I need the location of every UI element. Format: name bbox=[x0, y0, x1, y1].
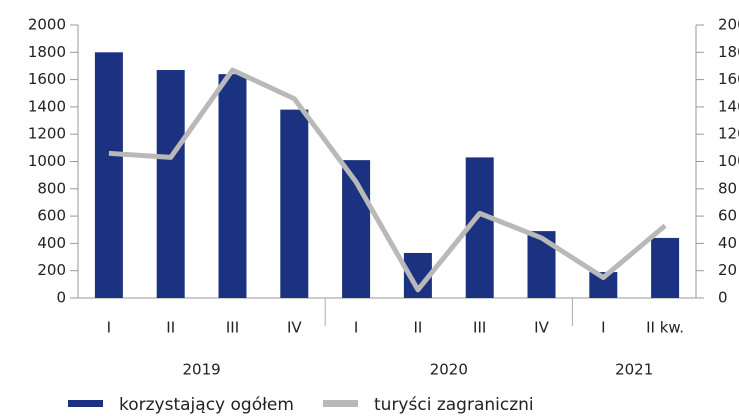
x-tick-label: II kw. bbox=[646, 319, 684, 337]
x-tick-label: III bbox=[226, 319, 239, 337]
legend-swatch bbox=[323, 400, 358, 407]
bar bbox=[280, 109, 309, 298]
y-tick-label: 1400 bbox=[28, 97, 66, 115]
y-tick-label: 2000 bbox=[28, 16, 66, 34]
y-tick-label: 1000 bbox=[28, 152, 66, 170]
y-tick-label: 1600 bbox=[28, 70, 66, 88]
y-tick-label: 200 bbox=[37, 261, 66, 279]
x-tick-label: I bbox=[354, 319, 358, 337]
y2-tick-label: 0 bbox=[718, 289, 728, 307]
y-tick-label: 400 bbox=[37, 234, 66, 252]
y-tick-label: 1800 bbox=[28, 43, 66, 61]
x-tick-label: I bbox=[107, 319, 111, 337]
group-label: 2020 bbox=[430, 361, 468, 379]
x-tick-label: IV bbox=[534, 319, 549, 337]
bar bbox=[218, 74, 247, 298]
y2-tick-label: 40 bbox=[718, 234, 737, 252]
x-tick-label: I bbox=[601, 319, 605, 337]
y2-tick-label: 180 bbox=[718, 43, 739, 61]
group-label: 2019 bbox=[183, 361, 221, 379]
bar bbox=[651, 237, 680, 298]
y-tick-label: 800 bbox=[37, 179, 66, 197]
x-tick-label: III bbox=[473, 319, 486, 337]
line bbox=[108, 67, 667, 293]
y-tick-label: 0 bbox=[56, 289, 66, 307]
y2-tick-label: 20 bbox=[718, 261, 737, 279]
group-label: 2021 bbox=[615, 361, 653, 379]
bar bbox=[156, 70, 185, 298]
legend-label: korzystający ogółem bbox=[119, 395, 294, 415]
legend-label: turyści zagraniczni bbox=[374, 395, 534, 415]
y2-tick-label: 80 bbox=[718, 179, 737, 197]
y2-tick-label: 140 bbox=[718, 97, 739, 115]
y2-tick-label: 100 bbox=[718, 152, 739, 170]
y2-tick-label: 200 bbox=[718, 16, 739, 34]
y2-tick-label: 160 bbox=[718, 70, 739, 88]
x-tick-label: IV bbox=[287, 319, 302, 337]
y2-tick-label: 120 bbox=[718, 125, 739, 143]
bar bbox=[94, 52, 123, 298]
x-tick-label: II bbox=[413, 319, 422, 337]
legend-swatch bbox=[68, 400, 103, 407]
y-tick-label: 600 bbox=[37, 207, 66, 225]
x-tick-label: II bbox=[166, 319, 175, 337]
bar bbox=[527, 231, 556, 298]
y-tick-label: 1200 bbox=[28, 125, 66, 143]
y2-tick-label: 60 bbox=[718, 207, 737, 225]
